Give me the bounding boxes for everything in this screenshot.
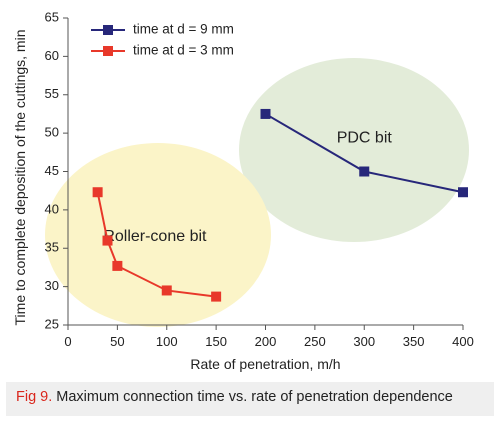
data-point — [260, 108, 271, 119]
region-layer: PDC bit Roller-cone bit — [45, 58, 469, 327]
chart: PDC bit Roller-cone bit 0 50 100 150 200 250 30… — [12, 9, 474, 372]
axes: 0 50 100 150 200 250 300 350 400 25 30 35 40 45 50 55 60… — [12, 9, 474, 372]
data-point — [458, 187, 468, 198]
series-layer — [92, 108, 468, 302]
legend-label: time at d = 3 mm — [133, 43, 234, 58]
data-point — [112, 260, 123, 271]
figure-caption: Fig 9. Maximum connection time vs. rate … — [6, 382, 494, 416]
x-tick-label: 50 — [110, 334, 124, 349]
legend: time at d = 9 mm time at d = 3 mm — [91, 22, 234, 58]
x-tick-label: 350 — [403, 334, 425, 349]
y-tick-label: 55 — [45, 86, 59, 101]
x-tick-label: 400 — [452, 334, 474, 349]
x-tick-label: 300 — [353, 334, 375, 349]
legend-label: time at d = 9 mm — [133, 22, 234, 37]
legend-marker — [103, 46, 113, 56]
annotation-label: PDC bit — [337, 130, 393, 147]
x-tick-label: 150 — [205, 334, 227, 349]
y-tick-label: 60 — [45, 48, 59, 63]
data-point — [92, 187, 103, 198]
y-tick-label: 50 — [45, 125, 59, 140]
data-point — [211, 291, 222, 302]
y-tick-label: 40 — [45, 201, 59, 216]
legend-marker — [103, 25, 113, 35]
y-tick-label: 35 — [45, 240, 59, 255]
y-axis-label: Time to complete deposition of the cutti… — [12, 30, 28, 326]
data-point — [102, 235, 113, 246]
x-tick-label: 250 — [304, 334, 326, 349]
caption-text: Maximum connection time vs. rate of pene… — [52, 389, 453, 405]
region-pdc-bit — [239, 58, 469, 242]
annotation-label: Roller-cone bit — [103, 228, 207, 245]
x-tick-label: 100 — [156, 334, 178, 349]
x-tick-label: 200 — [255, 334, 277, 349]
y-tick-label: 45 — [45, 163, 59, 178]
data-point — [161, 285, 172, 296]
caption-label: Fig 9. — [16, 389, 53, 405]
data-point — [359, 166, 370, 177]
x-axis-label: Rate of penetration, m/h — [190, 356, 340, 372]
y-tick-label: 25 — [45, 316, 59, 331]
y-tick-label: 65 — [45, 9, 59, 24]
y-tick-label: 30 — [45, 278, 59, 293]
x-tick-label: 0 — [64, 334, 71, 349]
